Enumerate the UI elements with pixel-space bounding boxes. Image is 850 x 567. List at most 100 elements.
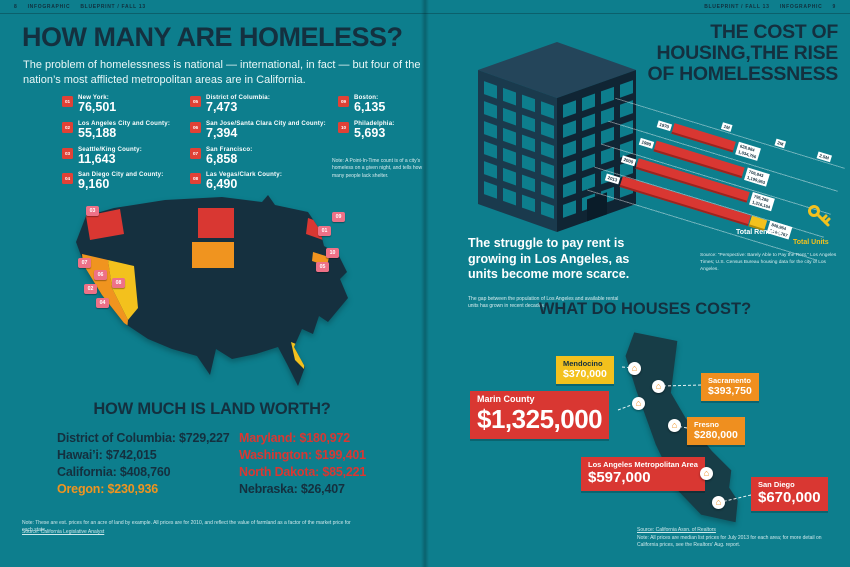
stat-count: 6,858 — [206, 151, 238, 166]
map-location-pin: ⌂ — [700, 467, 713, 480]
homeless-stat: 08 Las Vegas/Clark County: 6,490 — [190, 171, 338, 192]
land-note: Note: These are est. prices for an acre … — [22, 520, 351, 533]
stat-city-name: San Diego City and County: — [78, 171, 164, 179]
page-number-right: 9 — [832, 3, 836, 10]
housing-cost-title-line1: THE COST OF — [710, 21, 838, 43]
map-location-pin: ⌂ — [632, 397, 645, 410]
map-location-pin: ⌂ — [712, 496, 725, 509]
us-map-pin: 10 — [326, 248, 339, 258]
chart-value-label: 628,984 1,034,766 — [734, 141, 762, 162]
house-area-name: San Diego — [758, 480, 795, 489]
building-left-face — [478, 70, 557, 232]
us-map-pin: 06 — [94, 270, 107, 280]
stat-count: 7,473 — [206, 100, 238, 114]
house-area-name: Marin County — [477, 394, 535, 404]
homeless-stat: 06 San Jose/Santa Clara City and County: 7… — [190, 120, 338, 141]
land-value: North Dakota: $85,221 — [239, 465, 367, 479]
masthead-left: 8 INFOGRAPHIC BLUEPRINT / FALL 13 — [10, 4, 150, 10]
us-map: 01 02 03 04 05 06 07 08 09 10 — [70, 192, 350, 397]
stat-count: 6,135 — [354, 100, 386, 114]
house-price: $597,000 — [588, 469, 651, 487]
map-location-pin: ⌂ — [652, 380, 665, 393]
homeless-stat: 01 New York: 76,501 — [62, 94, 190, 115]
us-map-pin: 05 — [316, 262, 329, 272]
stat-count: 11,643 — [78, 151, 116, 166]
land-source: Source: California Legislative Analyst — [22, 529, 105, 535]
us-map-pin: 09 — [332, 212, 345, 222]
stat-count: 9,160 — [78, 177, 110, 192]
chart-year-label: 1970 — [656, 120, 672, 132]
chart-year-label: 1990 — [638, 137, 654, 149]
key-icon — [808, 205, 831, 227]
us-map-pin: 04 — [96, 298, 109, 308]
house-price: $370,000 — [563, 368, 607, 381]
house-price-label: Fresno $280,000 — [687, 417, 745, 446]
magazine-title-right: BLUEPRINT / FALL 13 — [704, 3, 770, 10]
legend-total-units: Total Units — [793, 239, 829, 246]
legend-total-renters: Total Renters — [736, 229, 781, 236]
house-price: $1,325,000 — [477, 404, 603, 435]
chart-rows: 1970 628,984 1,034,766 1990 706,843 1,199,963… — [604, 98, 841, 246]
house-icon: ⌂ — [635, 398, 642, 408]
land-value: California: $408,760 — [57, 465, 171, 479]
stat-count: 5,693 — [354, 125, 386, 140]
rank-badge: 08 — [190, 173, 201, 185]
rank-badge: 07 — [190, 147, 201, 159]
house-icon: ⌂ — [655, 381, 662, 391]
us-outline — [76, 195, 348, 386]
stats-column-2: 05 District of Columbia: 7,473 06 San Jose/S… — [190, 94, 338, 197]
house-icon: ⌂ — [703, 468, 710, 478]
state-north-dakota — [198, 208, 234, 238]
land-value: Hawai’i: $742,015 — [57, 448, 157, 462]
housing-cost-title-line2: HOUSING,THE RISE — [656, 41, 838, 64]
chart-year-label: 2013 — [604, 173, 621, 185]
us-map-pin: 07 — [78, 258, 91, 268]
house-area-name: Los Angeles Metropolitan Area — [588, 460, 698, 469]
housing-cost-title: THE COST OF HOUSING,THE RISE OF HOMELESS… — [560, 22, 838, 85]
land-value: Maryland: $180,972 — [239, 431, 351, 445]
magazine-title-left: BLUEPRINT / FALL 13 — [80, 3, 146, 10]
stats-column-3: 09 Boston: 6,135 10 Philadelphia: 5,693 — [338, 94, 434, 197]
rank-badge: 10 — [338, 121, 349, 133]
map-location-pin: ⌂ — [628, 362, 641, 375]
homeless-stat: 05 District of Columbia: 7,473 — [190, 94, 338, 115]
stat-count: 55,188 — [78, 125, 117, 140]
rank-badge: 02 — [62, 121, 73, 133]
land-value: Nebraska: $26,407 — [239, 482, 345, 496]
rank-badge: 04 — [62, 173, 73, 185]
house-area-name: Fresno — [694, 420, 720, 429]
stat-city-name: Seattle/King County: — [78, 145, 142, 153]
land-values-column-2: Maryland: $180,972 Washington: $199,401 No… — [239, 430, 366, 498]
stat-count: 76,501 — [78, 100, 117, 114]
us-map-pin: 08 — [112, 278, 125, 288]
house-price-label: Los Angeles Metropolitan Area $597,000 — [581, 457, 705, 491]
map-location-pin: ⌂ — [668, 419, 681, 432]
rank-badge: 03 — [62, 147, 73, 159]
rank-badge: 01 — [62, 96, 73, 107]
house-icon: ⌂ — [715, 497, 722, 507]
house-area-name: Mendocino — [563, 359, 603, 368]
homeless-stat: 10 Philadelphia: 5,693 — [338, 120, 434, 141]
houses-note: Note: All prices are median list prices … — [637, 535, 822, 548]
page-number-left: 8 — [14, 3, 18, 10]
us-map-pin: 03 — [86, 206, 99, 216]
stat-city-name: Boston: — [354, 94, 379, 101]
land-values-column-1: District of Columbia: $729,227 Hawai’i: $… — [57, 430, 230, 498]
section-label-right: INFOGRAPHIC — [779, 3, 823, 10]
stat-city-name: San Jose/Santa Clara City and County: — [206, 119, 326, 127]
houses-cost-title: WHAT DO HOUSES COST? — [538, 300, 752, 318]
house-price-label: Sacramento $393,750 — [701, 373, 759, 402]
stat-city-name: District of Columbia: — [206, 94, 271, 101]
homeless-stat: 03 Seattle/King County: 11,643 — [62, 146, 190, 167]
rank-badge: 06 — [190, 121, 201, 133]
land-worth-title: HOW MUCH IS LAND WORTH? — [93, 400, 331, 418]
rank-badge: 05 — [190, 96, 201, 107]
homeless-stats-list: 01 New York: 76,501 02 Los Angeles City and … — [62, 94, 434, 197]
stats-column-1: 01 New York: 76,501 02 Los Angeles City and … — [62, 94, 190, 197]
homeless-stat: 09 Boston: 6,135 — [338, 94, 434, 115]
stat-city-name: New York: — [78, 94, 110, 101]
homeless-subtitle: The problem of homelessness is national … — [23, 59, 421, 86]
housing-chart-source: Source: “Perspective: Barely Able to Pay… — [700, 253, 837, 272]
us-map-pin: 02 — [84, 284, 97, 294]
housing-cost-title-line3: OF HOMELESSNESS — [647, 62, 838, 85]
